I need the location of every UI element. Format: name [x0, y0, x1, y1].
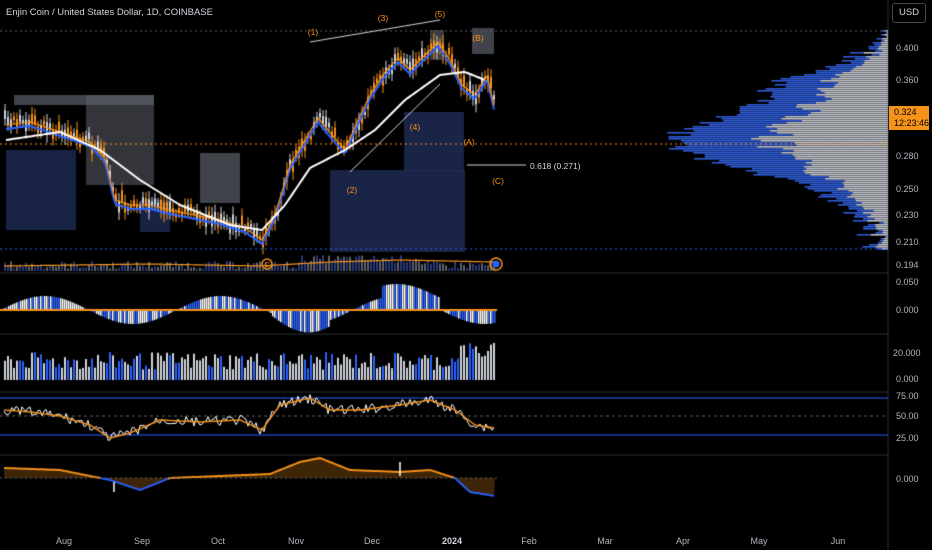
price-axis-label: 0.280	[896, 151, 919, 161]
price-axis-label: 0.194	[896, 260, 919, 270]
time-axis-label: May	[750, 536, 768, 546]
time-axis-label: Dec	[363, 536, 381, 546]
rsi-axis-label: 25.00	[896, 433, 919, 443]
bar-countdown: 12:23:46	[894, 118, 930, 128]
wave-label: (A)	[463, 137, 475, 147]
symbol-title[interactable]: Enjin Coin / United States Dollar, 1D, C…	[6, 7, 213, 18]
time-axis-label: Nov	[287, 536, 305, 546]
time-axis-label: Jun	[830, 536, 846, 546]
wave-label: (5)	[434, 9, 446, 19]
time-axis-label: Aug	[55, 536, 73, 546]
time-axis-label: Sep	[133, 536, 151, 546]
price-axis-label: 0.210	[896, 237, 919, 247]
currency-button[interactable]: USD	[892, 3, 926, 23]
rsi-axis-label: 50.00	[896, 411, 919, 421]
volume-axis-label: 0.000	[896, 374, 919, 384]
osc1-axis-label: 0.000	[896, 305, 919, 315]
circle-marker: C	[264, 260, 270, 269]
time-axis-label: 2024	[441, 536, 463, 546]
wave-label: (1)	[307, 27, 319, 37]
time-axis-label: Feb	[521, 536, 537, 546]
price-axis-label: 0.360	[896, 75, 919, 85]
osc1-axis-label: 0.050	[896, 277, 919, 287]
time-axis-label: Mar	[597, 536, 613, 546]
rsi-axis-label: 75.00	[896, 391, 919, 401]
volume-axis-label: 20.000	[893, 348, 921, 358]
wave-label: (C)	[492, 176, 504, 186]
time-axis-label: Apr	[675, 536, 691, 546]
last-price-tag: 0.324 12:23:46	[889, 106, 929, 130]
wave-label: (4)	[409, 122, 421, 132]
osc4-axis-label: 0.000	[896, 474, 919, 484]
wave-label: (2)	[346, 185, 358, 195]
wave-label: (B)	[472, 33, 484, 43]
price-axis-label: 0.250	[896, 184, 919, 194]
last-price: 0.324	[894, 107, 917, 117]
fib-level-label: 0.618 (0.271)	[530, 161, 581, 171]
wave-label: (3)	[377, 13, 389, 23]
price-axis-label: 0.400	[896, 43, 919, 53]
time-axis-label: Oct	[210, 536, 226, 546]
price-axis-label: 0.230	[896, 210, 919, 220]
